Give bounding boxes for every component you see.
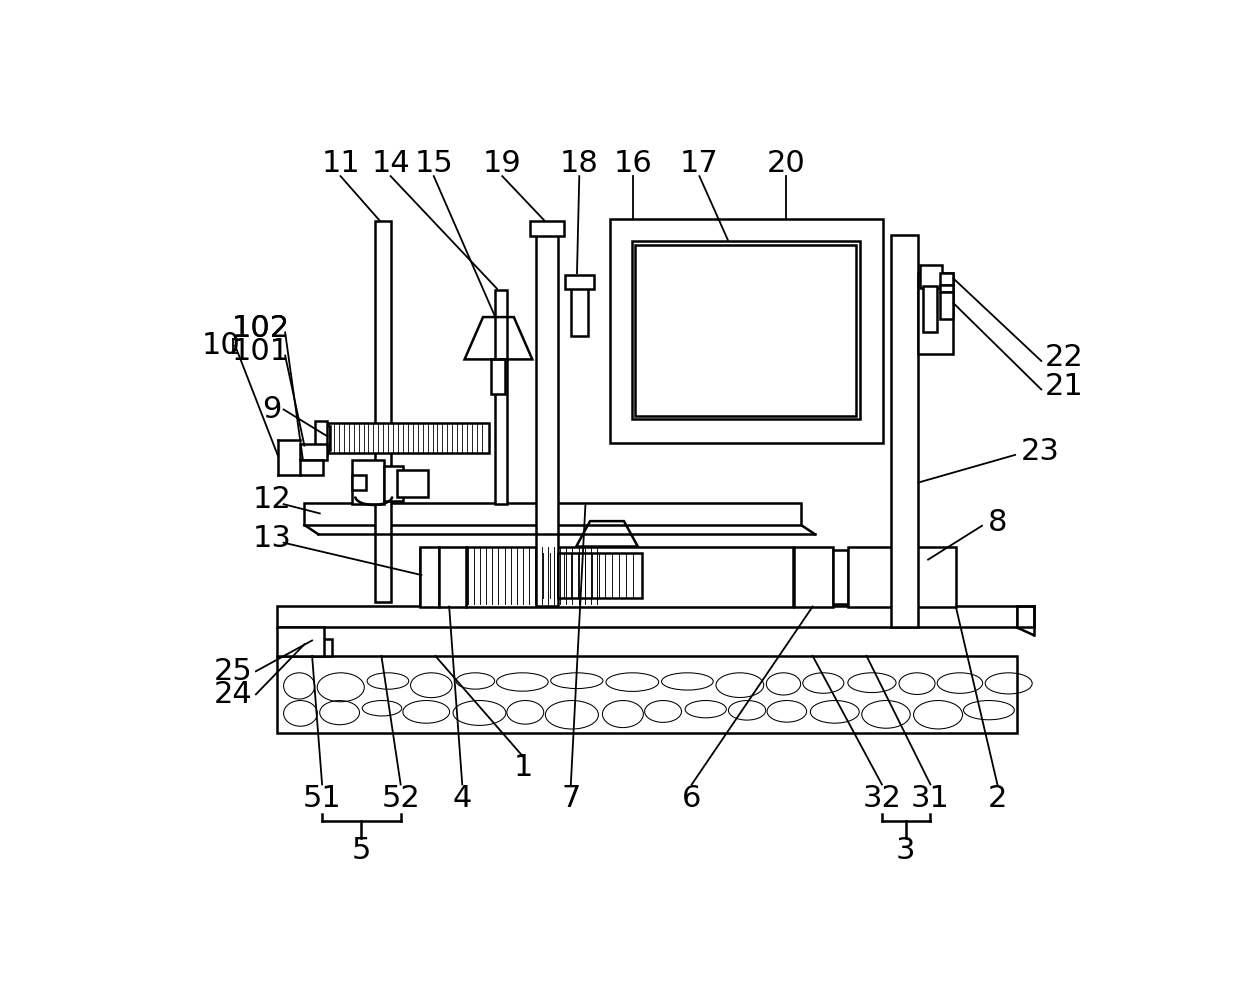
- Text: 25: 25: [213, 657, 252, 686]
- Text: 51: 51: [303, 784, 341, 813]
- Text: 18: 18: [559, 149, 599, 178]
- Text: 3: 3: [897, 836, 915, 865]
- Bar: [570, 283, 588, 336]
- Bar: [529, 221, 564, 236]
- Bar: [315, 422, 326, 455]
- Text: 21: 21: [1045, 372, 1084, 400]
- Bar: [610, 219, 883, 443]
- Bar: [278, 606, 1017, 628]
- Bar: [564, 275, 594, 289]
- Text: 20: 20: [766, 149, 805, 178]
- Text: 102: 102: [232, 314, 290, 343]
- Bar: [918, 546, 956, 607]
- Bar: [278, 628, 324, 656]
- Text: 102: 102: [232, 314, 290, 343]
- Bar: [376, 221, 391, 602]
- Text: 19: 19: [482, 149, 522, 178]
- Bar: [920, 265, 942, 288]
- Text: 23: 23: [1021, 438, 1059, 467]
- Bar: [631, 240, 861, 420]
- Bar: [635, 244, 857, 415]
- Bar: [923, 287, 936, 332]
- Text: 8: 8: [988, 508, 1008, 537]
- Bar: [892, 234, 918, 628]
- Bar: [542, 553, 641, 599]
- Text: 22: 22: [1045, 343, 1084, 372]
- Text: 2: 2: [988, 784, 1007, 813]
- Text: 6: 6: [682, 784, 702, 813]
- Text: 15: 15: [414, 149, 453, 178]
- Text: 7: 7: [562, 784, 580, 813]
- Text: 31: 31: [911, 784, 950, 813]
- Bar: [1017, 606, 1034, 628]
- Bar: [321, 426, 330, 451]
- Bar: [352, 475, 366, 490]
- Text: 16: 16: [614, 149, 652, 178]
- Bar: [595, 504, 634, 521]
- Bar: [466, 546, 794, 607]
- Bar: [420, 548, 443, 606]
- Bar: [304, 503, 801, 525]
- Bar: [910, 555, 918, 575]
- Text: 13: 13: [253, 524, 291, 553]
- Bar: [309, 639, 332, 656]
- Text: 24: 24: [213, 680, 252, 709]
- Bar: [940, 274, 952, 285]
- Bar: [832, 550, 848, 605]
- Bar: [940, 293, 952, 319]
- Bar: [439, 546, 466, 607]
- Bar: [300, 460, 322, 475]
- Text: 14: 14: [371, 149, 410, 178]
- Text: 17: 17: [680, 149, 719, 178]
- Text: 11: 11: [321, 149, 360, 178]
- Bar: [397, 470, 428, 497]
- Bar: [491, 359, 505, 394]
- Text: 1: 1: [515, 753, 533, 782]
- Text: 9: 9: [263, 395, 281, 424]
- Bar: [420, 546, 439, 607]
- Text: 52: 52: [381, 784, 420, 813]
- Bar: [794, 546, 832, 607]
- Text: 32: 32: [863, 784, 901, 813]
- Text: 10: 10: [202, 331, 241, 360]
- Bar: [536, 228, 558, 606]
- Bar: [918, 274, 952, 354]
- Text: 5: 5: [352, 836, 371, 865]
- Bar: [300, 444, 326, 460]
- Bar: [495, 290, 507, 504]
- Bar: [327, 424, 490, 453]
- Bar: [443, 553, 459, 606]
- Bar: [384, 466, 403, 501]
- Bar: [352, 460, 384, 504]
- Text: 12: 12: [253, 485, 291, 514]
- Bar: [848, 546, 910, 607]
- Bar: [278, 656, 1017, 732]
- Text: 101: 101: [232, 337, 290, 366]
- Text: 4: 4: [453, 784, 472, 813]
- Bar: [940, 285, 952, 293]
